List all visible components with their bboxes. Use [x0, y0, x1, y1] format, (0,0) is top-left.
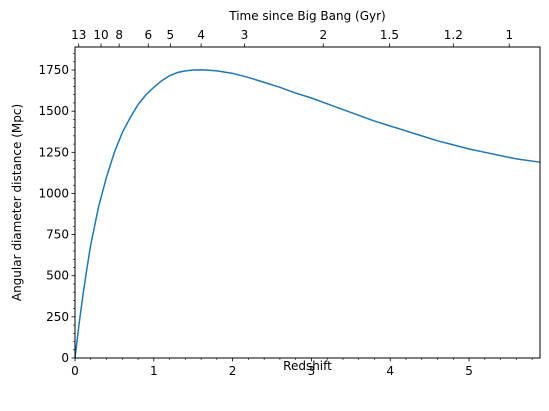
top-tick-label: 3 — [241, 28, 249, 42]
x-tick-label: 5 — [465, 364, 473, 378]
x-tick-label: 1 — [150, 364, 158, 378]
top-tick-label: 1.2 — [444, 28, 463, 42]
plot-frame — [74, 46, 541, 359]
top-tick-label: 5 — [167, 28, 175, 42]
x-tick-label: 0 — [71, 364, 79, 378]
x-axis-label: Redshift — [283, 359, 332, 373]
top-tick-label: 4 — [197, 28, 205, 42]
x-axis-ticks: 0 1 2 3 4 5 — [71, 358, 473, 378]
y-tick-label: 1250 — [38, 145, 69, 159]
x-tick-label: 2 — [229, 364, 237, 378]
series-line — [74, 69, 541, 359]
x-tick-label: 4 — [386, 364, 394, 378]
top-tick-label: 1 — [505, 28, 513, 42]
y-tick-label: 1500 — [38, 104, 69, 118]
top-tick-label: 1.5 — [380, 28, 399, 42]
top-axis-ticks: 13 10 8 6 5 4 3 2 1.5 1.2 1 — [71, 28, 513, 47]
top-axis-label: Time since Big Bang (Gyr) — [228, 9, 386, 23]
y-axis-ticks: 0 250 500 750 1000 1250 1500 1750 — [38, 63, 75, 365]
top-tick-label: 8 — [115, 28, 123, 42]
y-tick-label: 500 — [46, 269, 69, 283]
top-tick-label: 6 — [144, 28, 152, 42]
x-tick-label: 3 — [308, 364, 316, 378]
top-tick-label: 13 — [71, 28, 86, 42]
top-tick-label: 10 — [93, 28, 108, 42]
y-tick-label: 0 — [61, 351, 69, 365]
top-tick-label: 2 — [319, 28, 327, 42]
y-tick-label: 750 — [46, 228, 69, 242]
y-axis-label: Angular diameter distance (Mpc) — [10, 104, 24, 301]
y-tick-label: 1750 — [38, 63, 69, 77]
y-tick-label: 1000 — [38, 186, 69, 200]
y-tick-label: 250 — [46, 310, 69, 324]
